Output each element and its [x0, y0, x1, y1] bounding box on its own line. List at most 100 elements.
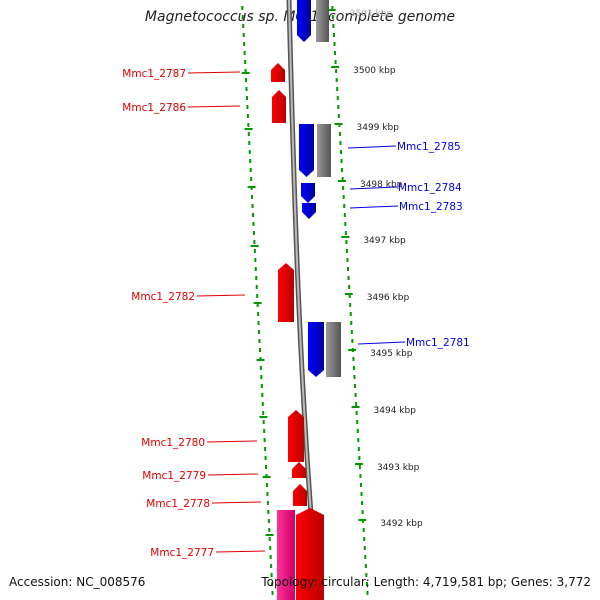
track-dot [341, 168, 344, 172]
scale-tick [351, 406, 360, 408]
track-dot [266, 492, 269, 496]
scale-tick [358, 519, 367, 521]
gene-gray-2785 [317, 124, 331, 177]
track-dot [244, 60, 247, 64]
track-dot [350, 330, 353, 334]
left-tick [256, 359, 265, 361]
track-dot [352, 366, 355, 370]
gene-label-Mmc1_2786: Mmc1_2786 [122, 102, 186, 114]
scale-label: 3494 kbp [374, 406, 417, 416]
track-dot [340, 159, 343, 163]
track-dot [343, 213, 346, 217]
track-dot [333, 42, 336, 46]
scale-label: 3499 kbp [357, 123, 400, 133]
scale-label: 3501 kbp [350, 9, 393, 19]
gene-leader-line [206, 440, 258, 443]
track-dot [268, 528, 271, 532]
track-dot [364, 564, 367, 568]
scale-label: 3493 kbp [377, 463, 420, 473]
track-dot [344, 231, 347, 235]
track-dot [348, 294, 351, 298]
track-dot [260, 375, 263, 379]
track-dot [344, 222, 347, 226]
track-dot [269, 555, 272, 559]
scale-label: 3492 kbp [380, 519, 423, 529]
track-dot [361, 501, 364, 505]
track-dot [253, 249, 256, 253]
track-dot [250, 177, 253, 181]
track-dot [262, 420, 265, 424]
left-tick [250, 245, 259, 247]
gene-red-2787 [271, 63, 285, 82]
track-dot [356, 429, 359, 433]
track-dot [363, 537, 366, 541]
track-dot [245, 78, 248, 82]
gene-label-Mmc1_2787: Mmc1_2787 [122, 68, 186, 80]
gene-leader-line [187, 71, 241, 74]
track-dot [243, 42, 246, 46]
track-dot [271, 591, 274, 595]
gene-leader-line [215, 550, 266, 553]
track-dot [342, 195, 345, 199]
track-dot [245, 87, 248, 91]
gene-pink-2777 [277, 510, 295, 600]
track-dot [354, 384, 357, 388]
track-dot [264, 456, 267, 460]
track-dot [252, 231, 255, 235]
track-dot [345, 249, 348, 253]
track-dot [252, 213, 255, 217]
track-dot [265, 465, 268, 469]
left-tick [244, 128, 253, 130]
track-dot [254, 267, 257, 271]
left-dotted-track [241, 6, 274, 595]
gene-leader-line [207, 473, 259, 476]
gene-blue-2785 [299, 124, 314, 177]
track-dot [360, 492, 363, 496]
track-dot [340, 150, 342, 154]
track-dot [248, 150, 251, 154]
track-dot [256, 294, 259, 298]
track-dot [334, 51, 337, 55]
track-dot [269, 546, 272, 550]
track-dot [337, 105, 340, 109]
gene-label-Mmc1_2784: Mmc1_2784 [398, 182, 462, 194]
gene-red-2777 [296, 508, 324, 600]
scale-tick [331, 66, 340, 68]
gene-leader-line [347, 145, 397, 149]
track-dot [349, 312, 352, 316]
track-dot [263, 438, 266, 442]
track-dot [352, 357, 355, 361]
track-dot [335, 78, 338, 82]
track-dot [246, 105, 249, 109]
track-dot [349, 303, 352, 307]
track-dot [271, 582, 274, 586]
scale-tick [334, 123, 343, 125]
gene-blue-top [297, 0, 311, 42]
scale-label: 3498 kbp [360, 180, 403, 190]
track-dot [261, 402, 264, 406]
track-dot [358, 465, 361, 469]
left-tick [265, 534, 274, 536]
track-dot [346, 258, 349, 262]
track-dot [345, 240, 348, 244]
track-dot [347, 276, 350, 280]
track-dot [245, 96, 248, 100]
gene-red-2782 [278, 263, 294, 322]
gene-label-Mmc1_2778: Mmc1_2778 [146, 498, 210, 510]
gene-leader-line [187, 105, 241, 108]
gene-leader-line [349, 186, 398, 190]
gene-leader-line [357, 341, 406, 345]
gene-leader-line [196, 294, 246, 297]
gene-red-2778 [293, 484, 307, 506]
track-dot [259, 366, 262, 370]
track-dot [363, 546, 366, 550]
track-dot [354, 393, 357, 397]
track-dot [266, 501, 269, 505]
track-dot [247, 132, 250, 136]
track-dot [261, 393, 264, 397]
track-dot [365, 573, 368, 577]
track-dot [262, 411, 265, 415]
gene-label-Mmc1_2783: Mmc1_2783 [399, 201, 463, 213]
track-dot [270, 573, 273, 577]
